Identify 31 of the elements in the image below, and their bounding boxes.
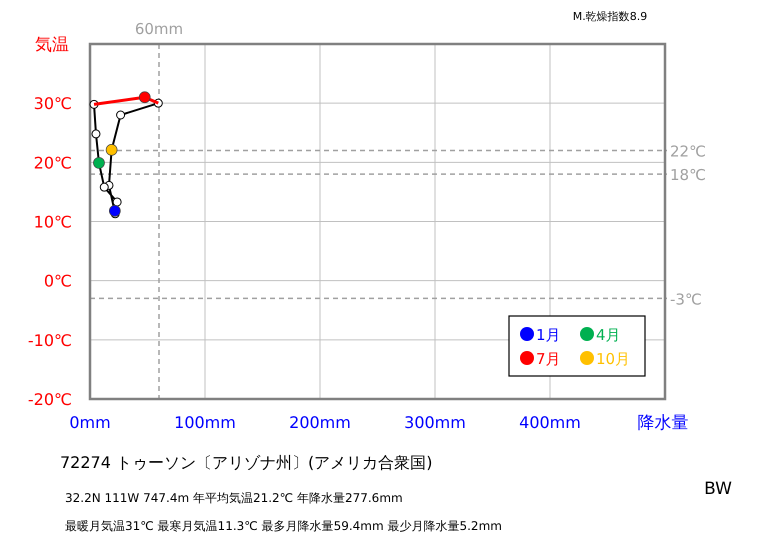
y-tick-label: 20℃ xyxy=(34,153,72,172)
x-tick-label: 200mm xyxy=(289,413,351,432)
y-tick-label: 10℃ xyxy=(34,212,72,232)
x-tick-label: 300mm xyxy=(404,413,466,432)
ref-line-label: 22℃ xyxy=(670,142,706,160)
point xyxy=(116,110,126,120)
x-tick-label: 100mm xyxy=(174,413,236,432)
point xyxy=(112,197,122,206)
text: M.乾燥指数8.9 xyxy=(572,10,648,23)
x-axis-title: 降水量 xyxy=(638,413,688,433)
text: 72274 トゥーソン〔アリゾナ州〕(アメリカ合衆国) xyxy=(60,453,432,472)
legend-label: 1月 xyxy=(536,326,561,344)
y-tick-label: -20℃ xyxy=(28,390,72,409)
y-tick-label: 0℃ xyxy=(44,272,72,291)
y-tick-label: -10℃ xyxy=(28,330,72,350)
point xyxy=(100,182,109,192)
text: BW xyxy=(704,479,732,499)
legend-label: 7月 xyxy=(536,350,561,368)
y-axis-title: 気温 xyxy=(35,35,69,55)
x-tick-label: 400mm xyxy=(519,413,581,432)
x-tick-label: 0mm xyxy=(69,413,111,432)
legend-label: 4月 xyxy=(596,326,621,344)
point xyxy=(91,129,100,138)
ref-line-label: 60mm xyxy=(134,20,184,38)
point xyxy=(138,91,151,104)
ref-line-label: 18℃ xyxy=(670,166,706,184)
y-tick-label: 30℃ xyxy=(34,94,72,114)
ref-line-label: -3℃ xyxy=(670,290,702,308)
legend-label: 10月 xyxy=(596,350,630,368)
text: 最暖月気温31℃ 最寒月気温11.3℃ 最多月降水量59.4mm 最少月降水量5.2mm xyxy=(65,519,502,533)
text: 32.2N 111W 747.4m 年平均気温21.2℃ 年降水量277.6mm xyxy=(65,491,403,505)
